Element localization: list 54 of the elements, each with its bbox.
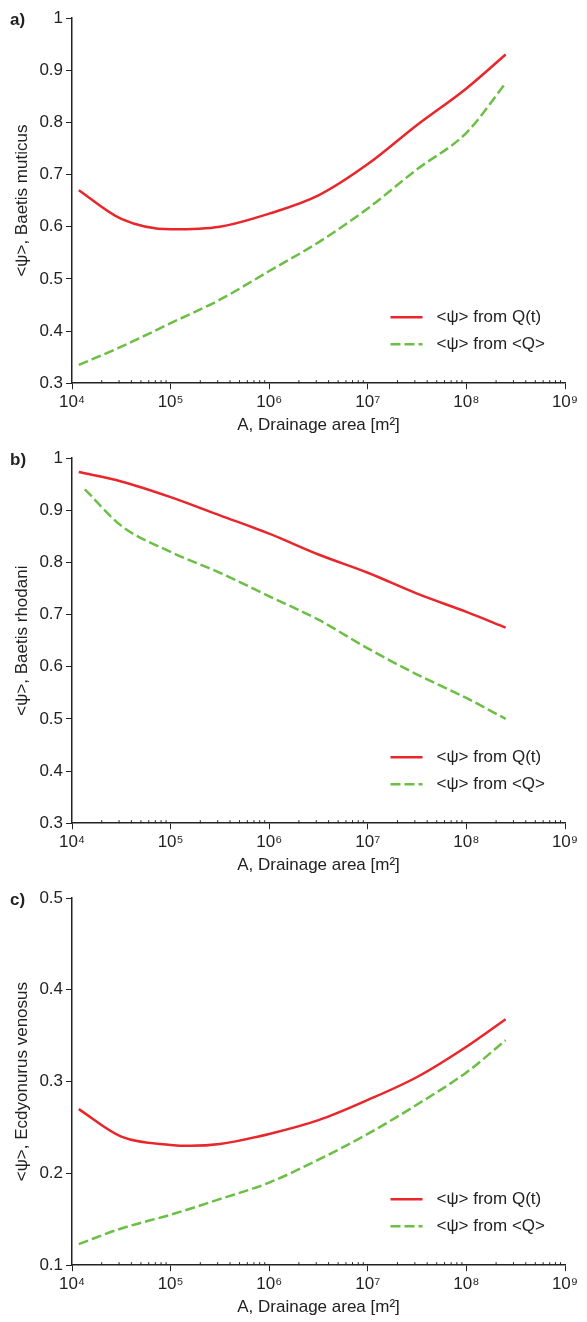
legend-label: <ψ> from <Q> <box>436 1215 546 1235</box>
y-axis-title: <ψ>, Baetis rhodani <box>11 565 31 716</box>
y-tick-label: 0.6 <box>39 216 64 236</box>
y-tick-label: 0.7 <box>39 604 64 624</box>
x-tick-label: 10⁶ <box>256 832 283 852</box>
y-tick-label: 0.3 <box>39 812 64 832</box>
y-tick-label: 0.6 <box>39 656 64 676</box>
y-tick-label: 0.5 <box>39 708 64 728</box>
y-axis-title: <ψ>, Ecdyonurus venosus <box>11 981 31 1182</box>
x-tick-label: 10⁵ <box>157 832 184 852</box>
x-tick-label: 10⁶ <box>256 1274 283 1294</box>
legend-label: <ψ> from <Q> <box>436 773 546 793</box>
y-tick-label: 1 <box>53 7 64 27</box>
x-axis-title: A, Drainage area [m²] <box>237 855 400 875</box>
y-tick-label: 0.7 <box>39 164 64 184</box>
y-tick-label: 0.2 <box>39 1163 64 1183</box>
y-tick-label: 0.5 <box>39 268 64 288</box>
x-tick-label: 10⁵ <box>157 392 184 412</box>
x-tick-label: 10⁹ <box>551 1274 579 1294</box>
y-tick-label: 0.9 <box>39 499 64 519</box>
legend-label: <ψ> from <Q> <box>436 333 546 353</box>
legend-label: <ψ> from Q(t) <box>436 746 542 766</box>
y-tick-label: 0.9 <box>39 59 64 79</box>
x-tick-label: 10⁸ <box>453 392 480 412</box>
x-axis-title: A, Drainage area [m²] <box>237 1297 400 1317</box>
chart-title: b) <box>10 450 27 470</box>
x-tick-label: 10⁹ <box>551 832 579 852</box>
x-tick-label: 10⁷ <box>355 1274 381 1294</box>
x-axis-title: A, Drainage area [m²] <box>237 415 400 435</box>
x-tick-label: 10⁴ <box>58 392 86 412</box>
y-tick-label: 0.8 <box>39 552 64 572</box>
x-tick-label: 10⁷ <box>355 392 381 412</box>
y-tick-label: 1 <box>53 447 64 467</box>
x-tick-label: 10⁵ <box>157 1274 184 1294</box>
y-tick-label: 0.4 <box>39 979 64 999</box>
y-tick-label: 0.3 <box>39 372 64 392</box>
y-tick-label: 0.5 <box>39 887 64 907</box>
chart-title: c) <box>10 890 26 910</box>
legend-label: <ψ> from Q(t) <box>436 306 542 326</box>
x-tick-label: 10⁴ <box>58 832 86 852</box>
x-tick-label: 10⁶ <box>256 392 283 412</box>
x-tick-label: 10⁹ <box>551 392 579 412</box>
y-tick-label: 0.4 <box>39 760 64 780</box>
y-axis-title: <ψ>, Baetis muticus <box>11 124 31 277</box>
chart-title: a) <box>10 10 26 30</box>
x-tick-label: 10⁷ <box>355 832 381 852</box>
x-tick-label: 10⁸ <box>453 1274 480 1294</box>
legend-label: <ψ> from Q(t) <box>436 1188 542 1208</box>
y-tick-label: 0.3 <box>39 1071 64 1091</box>
y-tick-label: 0.8 <box>39 112 64 132</box>
x-tick-label: 10⁴ <box>58 1274 86 1294</box>
x-tick-label: 10⁸ <box>453 832 480 852</box>
y-tick-label: 0.4 <box>39 320 64 340</box>
y-tick-label: 0.1 <box>39 1254 64 1274</box>
